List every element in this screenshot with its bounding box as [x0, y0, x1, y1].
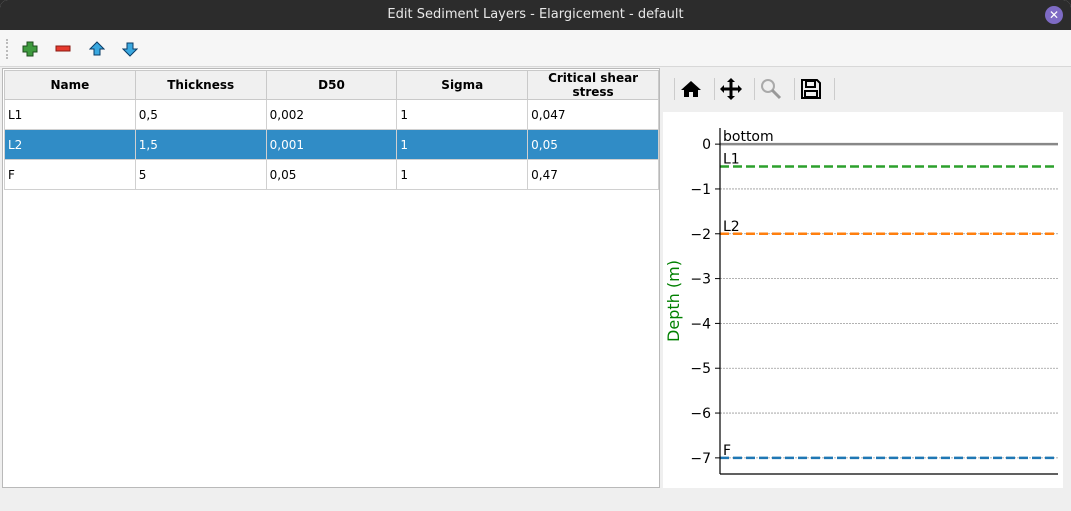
- y-tick-label: −6: [690, 406, 711, 422]
- cell-sigma[interactable]: 1: [396, 159, 529, 190]
- plot-toolbar: [663, 70, 1071, 110]
- column-header-sigma[interactable]: Sigma: [396, 70, 529, 100]
- cell-critical-shear-stress[interactable]: 0,47: [527, 159, 659, 190]
- cell-d50[interactable]: 0,002: [265, 99, 398, 130]
- layer-label-f: F: [723, 443, 731, 459]
- y-tick-label: 0: [702, 137, 711, 153]
- layer-label-l1: L1: [723, 152, 740, 168]
- cell-sigma[interactable]: 1: [396, 99, 529, 130]
- table-row[interactable]: F 5 0,05 1 0,47: [4, 159, 659, 190]
- cell-thickness[interactable]: 1,5: [134, 129, 267, 160]
- table-row-selected[interactable]: L2 1,5 0,001 1 0,05: [4, 129, 659, 160]
- cell-thickness[interactable]: 0,5: [134, 99, 267, 130]
- save-icon: [801, 79, 821, 99]
- toolbar: [0, 30, 1071, 67]
- depth-chart-svg: 0 −1 −2 −3 −4 −5 −6 −7 bottom L1 L2 F Depth (m): [664, 128, 1058, 475]
- add-icon: [22, 41, 38, 57]
- y-axis-label: Depth (m): [664, 260, 683, 342]
- cell-d50[interactable]: 0,001: [265, 129, 398, 160]
- cell-sigma[interactable]: 1: [396, 129, 529, 160]
- plot-panel: 0 −1 −2 −3 −4 −5 −6 −7 bottom L1 L2 F Depth (m): [663, 70, 1071, 488]
- y-tick-label: −1: [690, 182, 711, 198]
- cell-critical-shear-stress[interactable]: 0,047: [527, 99, 659, 130]
- y-tick-label: −7: [690, 451, 711, 467]
- cell-name[interactable]: L1: [4, 99, 136, 130]
- y-tick-label: −5: [690, 361, 711, 377]
- cell-critical-shear-stress[interactable]: 0,05: [527, 129, 659, 160]
- cell-thickness[interactable]: 5: [134, 159, 267, 190]
- cell-name[interactable]: F: [4, 159, 136, 190]
- add-layer-button[interactable]: [19, 38, 41, 60]
- move-up-button[interactable]: [86, 38, 108, 60]
- cell-name[interactable]: L2: [4, 129, 136, 160]
- move-down-button[interactable]: [119, 38, 141, 60]
- title-bar: Edit Sediment Layers - Elargicement - de…: [0, 0, 1071, 30]
- zoom-icon: [761, 79, 782, 100]
- y-tick-label: −4: [690, 316, 711, 332]
- save-figure-button[interactable]: [797, 76, 825, 102]
- window-title: Edit Sediment Layers - Elargicement - de…: [387, 7, 684, 22]
- y-tick-label: −2: [690, 227, 711, 243]
- column-header-d50[interactable]: D50: [265, 70, 398, 100]
- pan-button[interactable]: [717, 76, 745, 102]
- remove-layer-button[interactable]: [52, 38, 74, 60]
- depth-chart[interactable]: 0 −1 −2 −3 −4 −5 −6 −7 bottom L1 L2 F Depth (m): [663, 112, 1063, 488]
- home-icon: [681, 81, 701, 97]
- table-row[interactable]: L1 0,5 0,002 1 0,047: [4, 99, 659, 130]
- home-button[interactable]: [677, 76, 705, 102]
- column-header-critical-shear-stress[interactable]: Critical shear stress: [527, 70, 659, 100]
- table-header: Name Thickness D50 Sigma Critical shear …: [4, 70, 659, 100]
- move-down-icon: [122, 42, 138, 57]
- y-tick-label: −3: [690, 272, 711, 288]
- status-bar: [0, 488, 1071, 511]
- remove-icon: [55, 45, 71, 52]
- layer-label-l2: L2: [723, 219, 740, 235]
- layer-label-bottom: bottom: [723, 129, 774, 145]
- layers-table: Name Thickness D50 Sigma Critical shear …: [2, 68, 660, 488]
- pan-icon: [720, 78, 742, 100]
- column-header-name[interactable]: Name: [4, 70, 136, 100]
- cell-d50[interactable]: 0,05: [265, 159, 398, 190]
- toolbar-grip[interactable]: [6, 39, 10, 59]
- move-up-icon: [89, 41, 105, 56]
- column-header-thickness[interactable]: Thickness: [134, 70, 267, 100]
- zoom-button[interactable]: [757, 76, 785, 102]
- close-icon[interactable]: ✕: [1045, 6, 1063, 24]
